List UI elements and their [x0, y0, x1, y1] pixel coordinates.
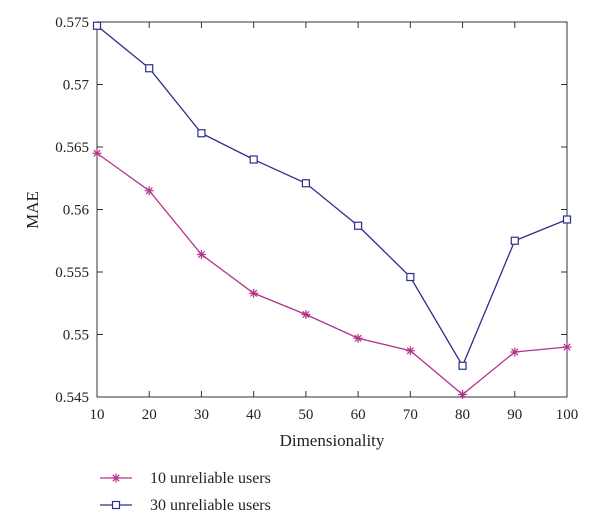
- legend-item-series-2: 30 unreliable users: [100, 497, 271, 514]
- legend-label-series-2: 30 unreliable users: [150, 497, 271, 514]
- x-tick-label: 50: [298, 407, 313, 423]
- x-tick-label: 10: [90, 407, 105, 423]
- y-tick-label: 0.56: [63, 203, 90, 219]
- data-point-series-2: [145, 64, 154, 73]
- data-point-series-1: [301, 310, 311, 319]
- legend: 10 unreliable users 30 unreliable users: [100, 470, 271, 514]
- data-point-series-1: [249, 288, 259, 298]
- x-axis: 10 20 30 40 50 60 70 80 90 100: [90, 22, 579, 423]
- y-tick-label: 0.555: [55, 265, 89, 281]
- legend-marker-series-1: [111, 473, 121, 483]
- data-point-series-2: [458, 361, 467, 370]
- data-point-series-1: [405, 346, 415, 356]
- data-point-series-1: [353, 333, 363, 343]
- x-axis-title: Dimensionality: [280, 431, 385, 450]
- legend-symbol-series-1: [111, 473, 121, 483]
- data-point-series-2: [249, 155, 258, 164]
- data-point-series-1: [144, 186, 154, 196]
- series-line-2: [96, 25, 568, 368]
- data-point-series-1: [562, 342, 572, 352]
- y-axis: 0.545 0.55 0.555 0.56 0.565 0.57 0.575: [55, 15, 567, 406]
- x-tick-label: 70: [403, 407, 418, 423]
- data-point-series-1: [196, 250, 206, 259]
- y-axis-title: MAE: [23, 191, 42, 229]
- x-tick-label: 90: [507, 407, 522, 423]
- x-tick-label: 30: [194, 407, 209, 423]
- x-tick-label: 60: [351, 407, 366, 423]
- x-tick-label: 100: [556, 407, 579, 423]
- data-point-series-2: [510, 236, 519, 245]
- legend-item-series-1: 10 unreliable users: [100, 470, 271, 487]
- x-tick-label: 40: [246, 407, 261, 423]
- x-tick-label: 20: [142, 407, 157, 423]
- legend-symbol-series-2: [111, 500, 121, 510]
- y-tick-label: 0.565: [55, 140, 89, 156]
- series-line-1: [96, 152, 568, 396]
- x-tick-label: 80: [455, 407, 470, 423]
- data-point-series-2: [562, 215, 572, 224]
- data-point-series-1: [458, 390, 468, 399]
- data-point-series-2: [92, 21, 102, 30]
- y-tick-label: 0.545: [55, 390, 89, 406]
- data-point-series-1: [92, 148, 102, 158]
- legend-label-series-1: 10 unreliable users: [150, 470, 271, 487]
- data-point-series-2: [406, 272, 415, 282]
- series-layer: [92, 21, 572, 399]
- data-point-series-2: [301, 179, 310, 188]
- data-point-series-2: [354, 221, 363, 230]
- y-tick-label: 0.55: [63, 328, 89, 344]
- legend-marker-series-2: [111, 500, 121, 510]
- y-tick-label: 0.57: [63, 78, 90, 94]
- plot-area: [96, 21, 568, 398]
- y-tick-label: 0.575: [55, 15, 89, 31]
- data-point-series-2: [197, 129, 206, 138]
- data-point-series-1: [510, 347, 520, 357]
